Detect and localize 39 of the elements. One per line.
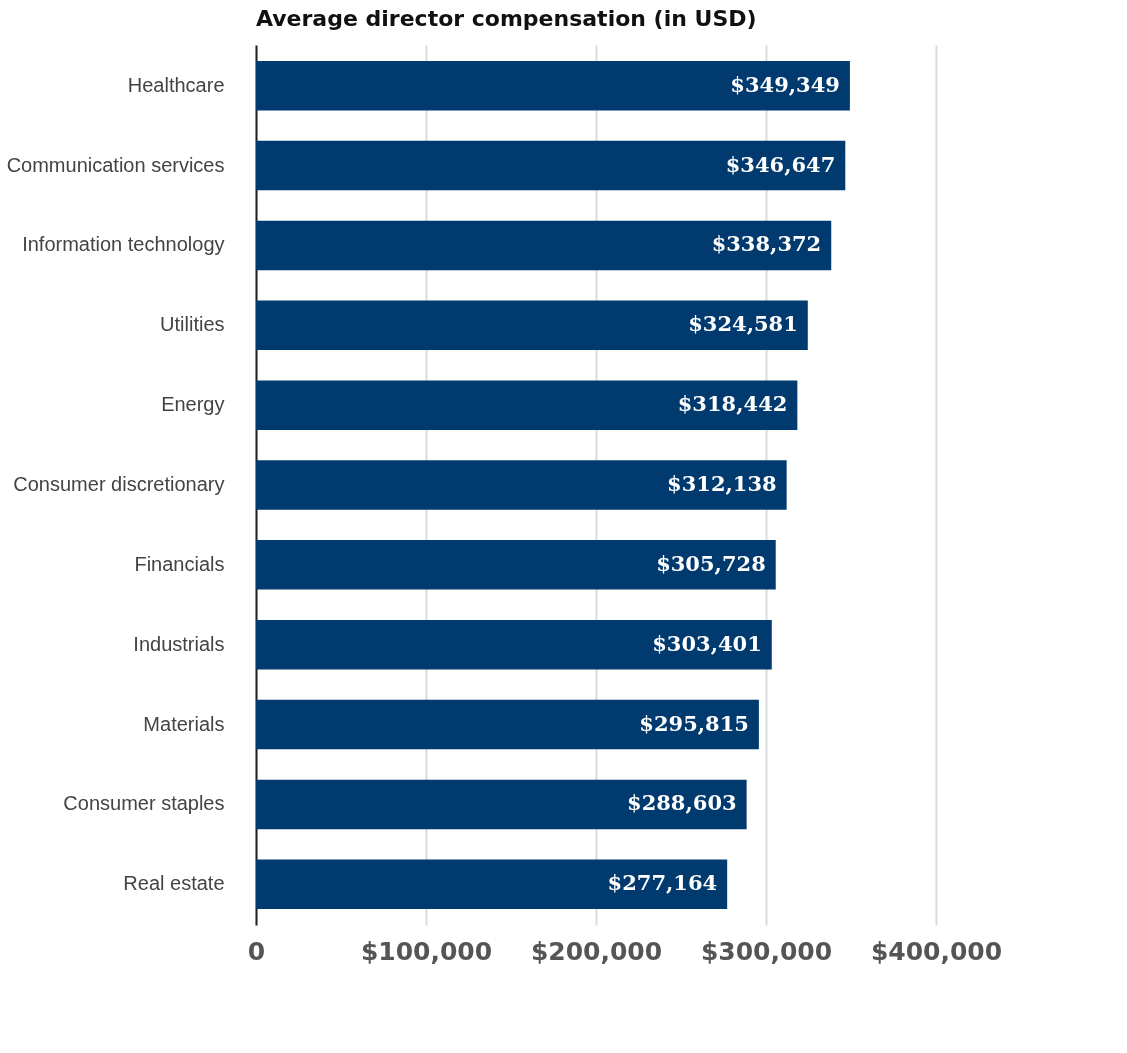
data-label: $288,603	[627, 790, 737, 816]
data-label: $349,349	[730, 71, 840, 97]
x-tick-label: $400,000	[870, 936, 1003, 966]
data-label: $324,581	[688, 311, 798, 337]
data-label: $312,138	[667, 471, 777, 496]
y-tick-label: Energy	[161, 393, 225, 416]
x-tick-label: $300,000	[700, 936, 833, 966]
bar	[256, 619, 772, 670]
y-tick-label: Consumer staples	[63, 792, 225, 815]
bar	[256, 460, 787, 510]
x-tick-label: 0	[247, 936, 266, 966]
bar	[256, 140, 846, 191]
y-tick-label: Financials	[134, 552, 225, 575]
bar	[256, 380, 798, 430]
y-tick-label: Real estate	[123, 872, 225, 895]
bar	[256, 220, 832, 271]
bar	[256, 859, 728, 910]
y-tick-label: Healthcare	[127, 73, 225, 96]
x-tick-label: $100,000	[360, 936, 493, 966]
data-label: $318,442	[677, 391, 788, 417]
bar	[256, 60, 850, 111]
y-tick-label: Consumer discretionary	[13, 473, 225, 495]
bar	[256, 779, 747, 830]
y-tick-label: Communication services	[6, 153, 225, 176]
bar	[256, 540, 776, 590]
y-tick-label: Information technology	[22, 233, 225, 256]
data-label: $303,401	[652, 630, 762, 656]
data-label: $338,372	[711, 231, 822, 257]
chart-title: Average director compensation (in USD)	[256, 6, 757, 31]
y-tick-label: Utilities	[160, 313, 225, 336]
data-label: $346,647	[725, 151, 836, 177]
data-label: $277,164	[607, 870, 718, 896]
y-tick-label: Industrials	[133, 632, 225, 655]
data-label: $305,728	[656, 550, 766, 576]
bar	[256, 300, 808, 351]
y-tick-label: Materials	[143, 712, 225, 735]
bar	[256, 699, 759, 750]
data-label: $295,815	[639, 710, 749, 736]
x-tick-label: $200,000	[530, 936, 663, 966]
